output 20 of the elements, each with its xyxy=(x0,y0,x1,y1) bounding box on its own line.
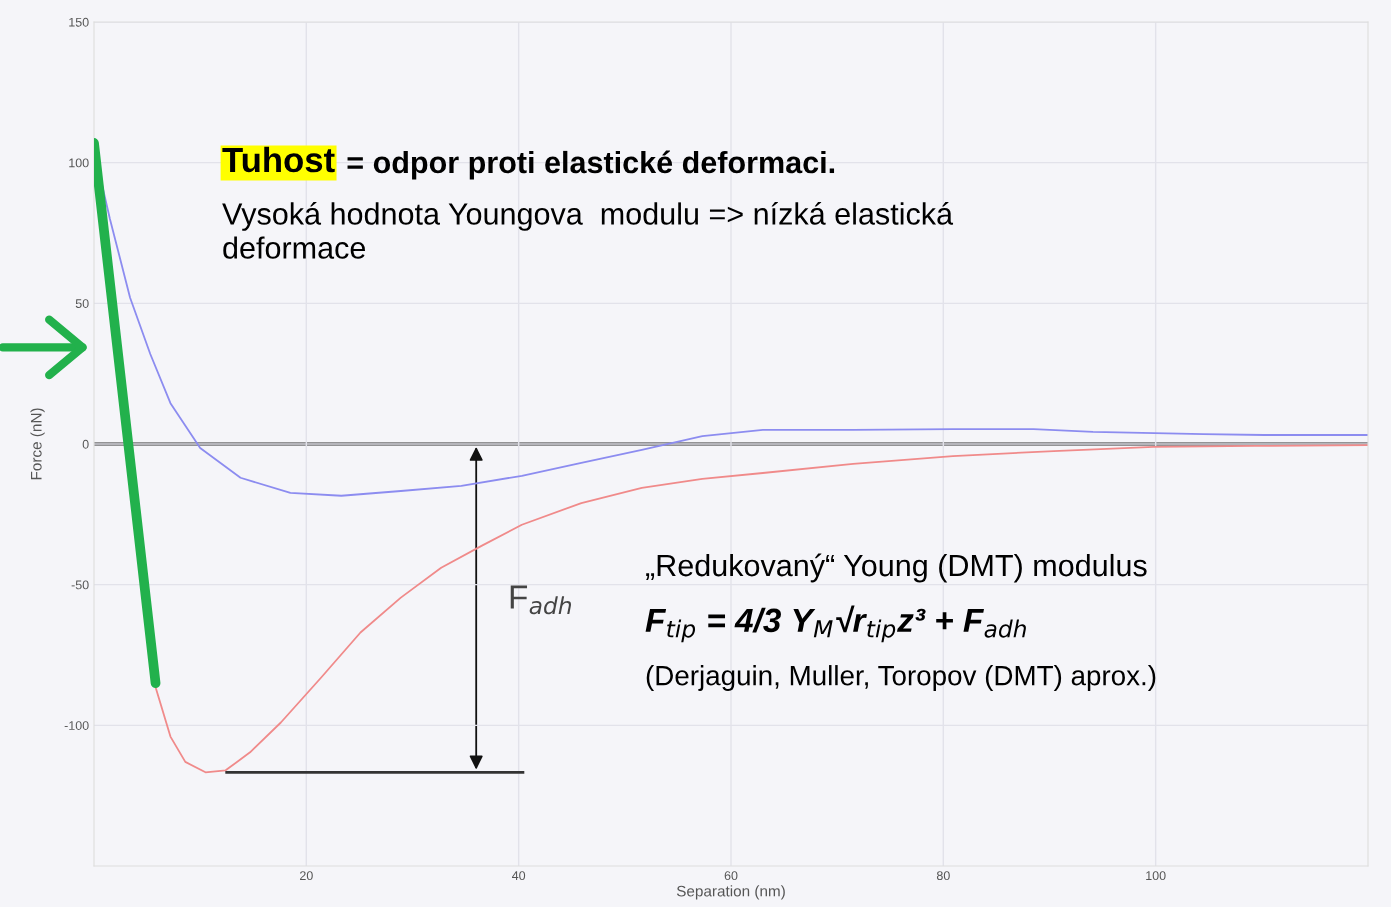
x-axis-title: Separation (nm) xyxy=(676,885,785,900)
annotation: Vysoká hodnota Youngova modulu => nízká elastická deformace xyxy=(222,202,954,259)
y-tick-label: 50 xyxy=(75,299,89,308)
x-tick-label: 80 xyxy=(936,871,950,881)
x-tick-label: 60 xyxy=(724,871,738,881)
y-tick-label: -50 xyxy=(71,580,89,590)
y-tick-label: 150 xyxy=(69,17,89,27)
x-tick-label: 20 xyxy=(300,871,313,881)
y-tick-label: -100 xyxy=(64,721,89,730)
annotation: F$_{adh}$ xyxy=(510,585,571,615)
y-axis-title: Force (nN) xyxy=(30,408,45,480)
annotation: F$_{tip}$ = 4/3 Y$_{M}$√r$_{tip}$z³ + F$_{adh}$ xyxy=(645,605,1026,643)
y-tick-label: 0 xyxy=(82,439,89,449)
annotation: „Redukovaný“ Young (DMT) modulus xyxy=(646,553,1147,583)
y-tick-label: 100 xyxy=(69,158,89,168)
annotation: = odpor proti elastické deformaci. xyxy=(347,150,835,180)
x-tick-label: 40 xyxy=(512,871,526,881)
annotation: Tuhost xyxy=(222,146,335,173)
x-tick-label: 100 xyxy=(1146,871,1166,881)
annotation: (Derjaguin, Muller, Toropov (DMT) aprox.) xyxy=(646,665,1156,691)
